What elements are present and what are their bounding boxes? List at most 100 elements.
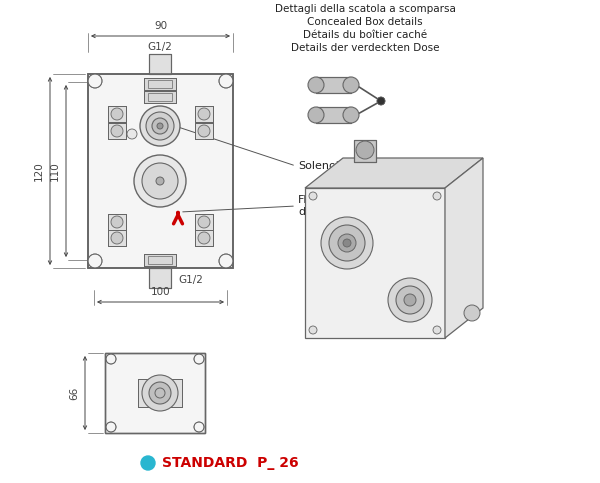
Bar xyxy=(144,91,176,103)
Circle shape xyxy=(377,97,385,105)
Circle shape xyxy=(111,216,123,228)
Text: Flow
direction: Flow direction xyxy=(298,195,347,217)
Circle shape xyxy=(356,141,374,159)
Circle shape xyxy=(152,118,168,134)
Bar xyxy=(354,140,376,162)
Text: G1/2: G1/2 xyxy=(178,275,203,285)
Bar xyxy=(149,54,171,74)
Circle shape xyxy=(433,192,441,200)
Circle shape xyxy=(309,326,317,334)
Circle shape xyxy=(141,456,155,470)
Bar xyxy=(105,353,205,433)
Bar xyxy=(144,78,176,90)
Circle shape xyxy=(106,422,116,432)
Circle shape xyxy=(343,239,351,247)
Circle shape xyxy=(127,129,137,139)
Circle shape xyxy=(321,217,373,269)
Text: STANDARD  P_ 26: STANDARD P_ 26 xyxy=(162,456,299,470)
Bar xyxy=(108,230,126,246)
Circle shape xyxy=(219,74,233,88)
Circle shape xyxy=(309,192,317,200)
Circle shape xyxy=(343,77,359,93)
Circle shape xyxy=(377,97,385,105)
Bar xyxy=(144,254,176,266)
Circle shape xyxy=(388,278,432,322)
Circle shape xyxy=(157,123,163,129)
Circle shape xyxy=(88,74,102,88)
Circle shape xyxy=(198,108,210,120)
Bar xyxy=(138,379,182,407)
Bar xyxy=(195,123,213,139)
Bar xyxy=(316,107,351,123)
Bar xyxy=(108,230,126,246)
Bar xyxy=(105,353,205,433)
Text: Details der verdeckten Dose: Details der verdeckten Dose xyxy=(291,43,439,53)
Circle shape xyxy=(156,177,164,185)
Text: Solenoid: Solenoid xyxy=(298,161,346,171)
Circle shape xyxy=(142,375,178,411)
Circle shape xyxy=(88,254,102,268)
Bar xyxy=(108,123,126,139)
Bar xyxy=(195,123,213,139)
Text: 110: 110 xyxy=(50,161,60,181)
Bar xyxy=(149,268,171,288)
Circle shape xyxy=(338,234,356,252)
Bar xyxy=(316,77,351,93)
Bar xyxy=(144,254,176,266)
Bar xyxy=(108,214,126,230)
Text: Détails du boîtier caché: Détails du boîtier caché xyxy=(303,30,427,40)
Circle shape xyxy=(464,305,480,321)
Circle shape xyxy=(106,354,116,364)
Circle shape xyxy=(111,125,123,137)
Bar xyxy=(108,106,126,122)
Bar xyxy=(195,214,213,230)
Circle shape xyxy=(149,382,171,404)
Bar xyxy=(195,106,213,122)
Circle shape xyxy=(329,225,365,261)
Bar xyxy=(149,268,171,288)
Circle shape xyxy=(396,286,424,314)
Circle shape xyxy=(111,108,123,120)
Bar xyxy=(149,54,171,74)
Circle shape xyxy=(198,125,210,137)
Circle shape xyxy=(140,106,180,146)
Circle shape xyxy=(219,254,233,268)
Text: G1/2: G1/2 xyxy=(148,42,172,52)
Bar xyxy=(148,80,172,88)
Bar xyxy=(195,230,213,246)
Bar xyxy=(108,106,126,122)
Circle shape xyxy=(308,77,324,93)
Circle shape xyxy=(343,107,359,123)
Polygon shape xyxy=(305,158,483,188)
Circle shape xyxy=(198,232,210,244)
Bar xyxy=(316,107,351,123)
Circle shape xyxy=(146,112,174,140)
Bar xyxy=(354,140,376,162)
Bar xyxy=(108,214,126,230)
Polygon shape xyxy=(305,188,445,338)
Bar xyxy=(148,93,172,101)
Text: Concealed Box details: Concealed Box details xyxy=(307,17,423,27)
Text: 90: 90 xyxy=(154,21,167,31)
Text: 100: 100 xyxy=(151,287,170,297)
Bar xyxy=(144,78,176,90)
Polygon shape xyxy=(445,158,483,338)
Circle shape xyxy=(198,216,210,228)
Text: 66: 66 xyxy=(69,386,79,399)
Circle shape xyxy=(142,163,178,199)
Bar xyxy=(144,91,176,103)
Circle shape xyxy=(404,294,416,306)
Text: 120: 120 xyxy=(34,161,44,181)
Circle shape xyxy=(134,155,186,207)
Bar xyxy=(138,379,182,407)
Bar xyxy=(195,106,213,122)
Bar xyxy=(108,123,126,139)
Circle shape xyxy=(308,107,324,123)
Circle shape xyxy=(111,232,123,244)
Bar xyxy=(148,256,172,264)
Circle shape xyxy=(194,354,204,364)
Bar xyxy=(88,74,233,268)
Bar xyxy=(88,74,233,268)
Circle shape xyxy=(194,422,204,432)
Bar xyxy=(316,77,351,93)
